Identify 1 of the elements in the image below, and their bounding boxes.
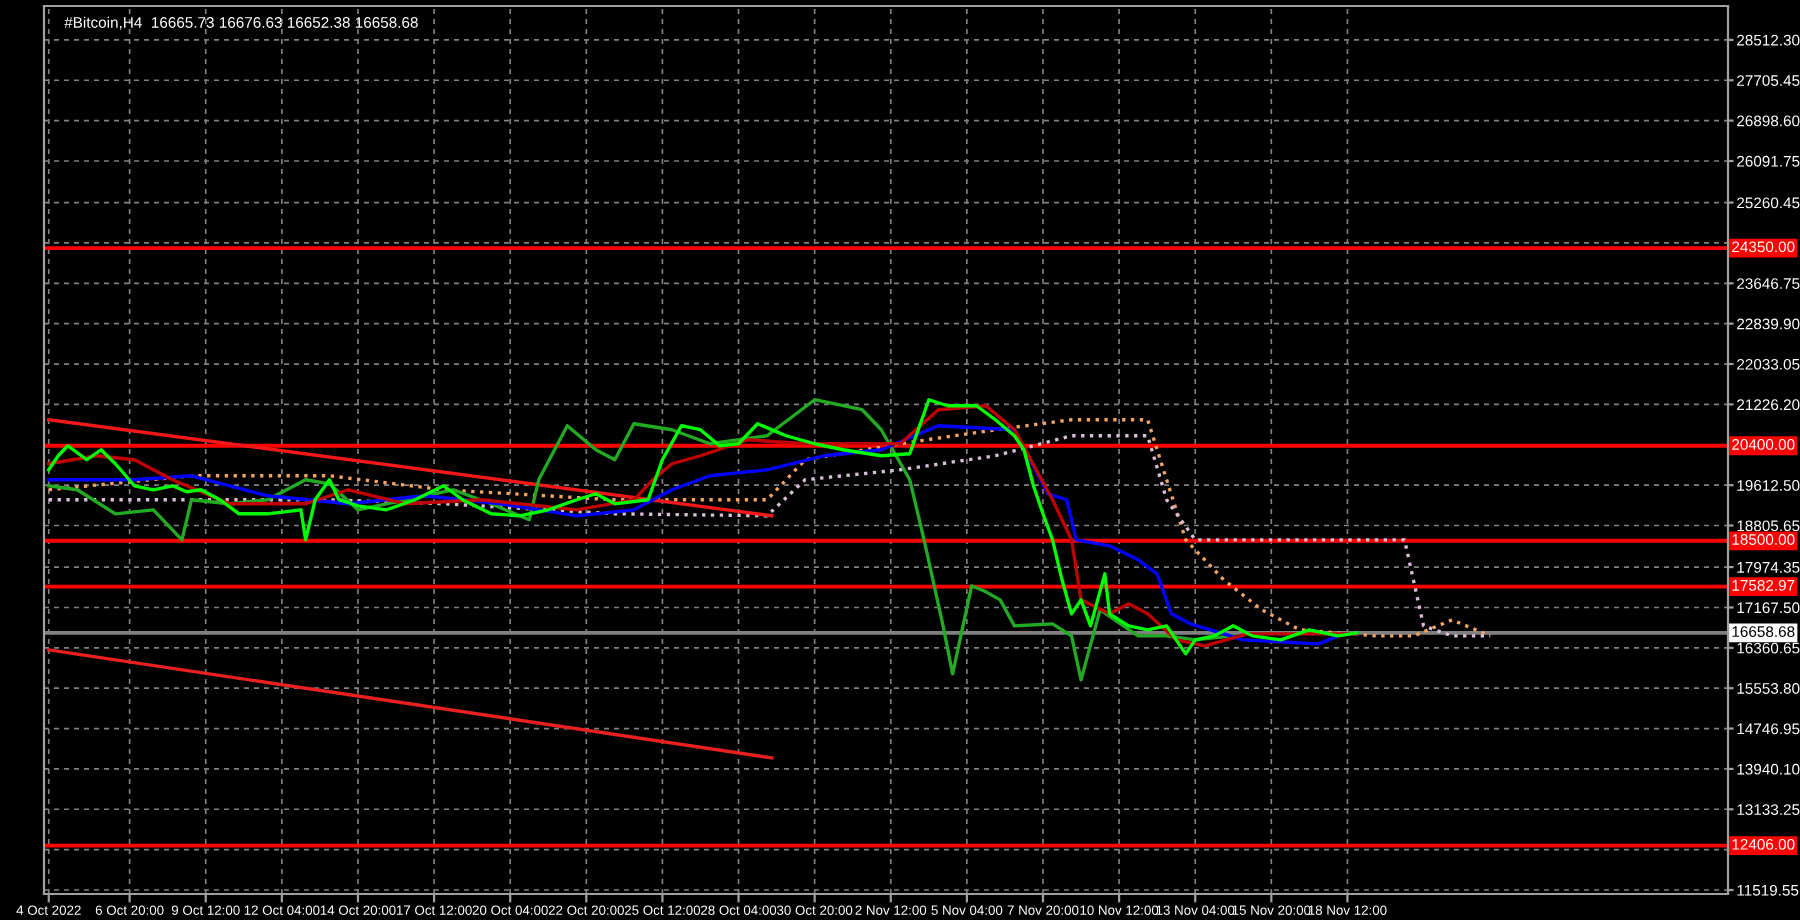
line-series	[47, 398, 1235, 682]
